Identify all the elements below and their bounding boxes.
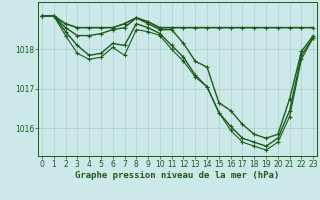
X-axis label: Graphe pression niveau de la mer (hPa): Graphe pression niveau de la mer (hPa): [76, 171, 280, 180]
